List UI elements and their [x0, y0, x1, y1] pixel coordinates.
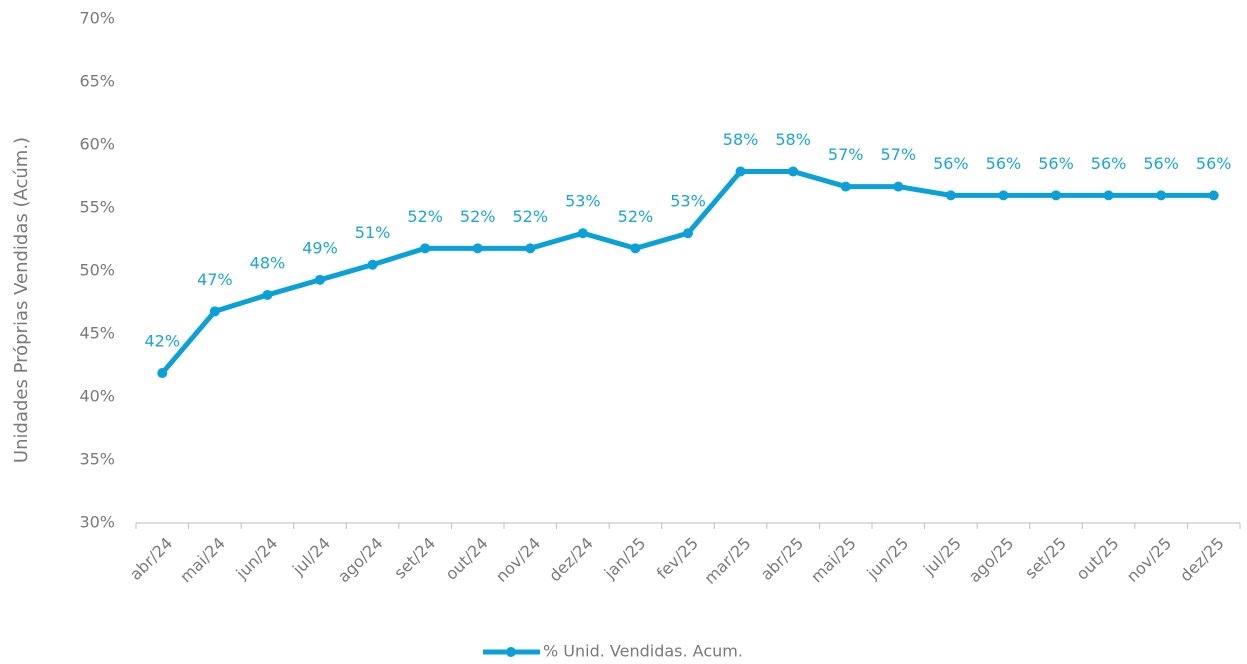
data-label: 56%	[1091, 154, 1127, 173]
data-label: 56%	[933, 154, 969, 173]
data-label: 56%	[1038, 154, 1074, 173]
y-tick-label: 60%	[79, 135, 115, 154]
x-tick-label: ago/25	[965, 534, 1018, 587]
marker	[420, 243, 431, 254]
data-label: 57%	[881, 145, 917, 164]
marker	[472, 243, 483, 254]
marker	[945, 190, 956, 201]
marker	[367, 259, 378, 270]
x-tick-label: mar/25	[700, 534, 754, 588]
x-tick-label: jun/25	[862, 534, 912, 584]
data-label: 52%	[407, 207, 443, 226]
x-tick-label: dez/24	[545, 534, 597, 586]
x-tick-label: out/25	[1072, 534, 1122, 584]
data-label: 53%	[565, 192, 601, 211]
x-tick-label: abr/24	[126, 534, 176, 584]
marker	[893, 181, 904, 192]
x-tick-label: out/24	[442, 534, 492, 584]
data-label: 58%	[723, 130, 759, 149]
y-tick-label: 45%	[79, 324, 115, 343]
x-tick-label: jun/24	[232, 534, 282, 584]
data-label: 57%	[828, 145, 864, 164]
data-label: 48%	[250, 253, 286, 272]
y-tick-label: 40%	[79, 387, 115, 406]
x-tick-label: ago/24	[334, 534, 387, 587]
x-tick-label: nov/24	[492, 534, 544, 586]
y-tick-label: 65%	[79, 72, 115, 91]
data-label: 56%	[1143, 154, 1179, 173]
x-tick-label: dez/25	[1176, 534, 1228, 586]
data-label: 47%	[197, 270, 233, 289]
marker	[1103, 190, 1114, 201]
data-label: 53%	[670, 192, 706, 211]
data-label: 52%	[460, 207, 496, 226]
y-axis-label: Unidades Próprias Vendidas (Acúm.)	[11, 137, 32, 463]
marker	[157, 368, 168, 379]
x-tick-label: abr/25	[757, 534, 807, 584]
marker	[630, 243, 641, 254]
marker	[1051, 190, 1061, 201]
x-tick-label: jul/25	[919, 534, 965, 580]
x-tick-label: mai/24	[176, 534, 229, 587]
y-tick-label: 50%	[79, 261, 115, 280]
data-label: 58%	[775, 130, 811, 149]
data-label: 56%	[1196, 154, 1232, 173]
marker	[683, 228, 693, 239]
marker	[262, 289, 273, 300]
marker	[840, 181, 851, 192]
marker	[1208, 190, 1219, 201]
marker	[525, 243, 536, 254]
x-tick-label: nov/25	[1123, 534, 1175, 586]
y-tick-label: 30%	[79, 513, 115, 532]
data-label: 49%	[302, 238, 338, 257]
y-tick-label: 55%	[79, 198, 115, 217]
x-tick-label: fev/25	[653, 534, 702, 583]
y-tick-label: 70%	[79, 9, 115, 28]
marker	[315, 274, 325, 285]
legend-marker	[506, 647, 516, 657]
marker	[998, 190, 1009, 201]
x-tick-label: set/24	[390, 534, 439, 583]
x-tick-label: set/25	[1021, 534, 1070, 583]
data-label: 52%	[618, 207, 654, 226]
data-label: 52%	[513, 207, 549, 226]
marker	[788, 166, 799, 177]
x-tick-label: mai/25	[807, 534, 860, 587]
legend-label: % Unid. Vendidas. Acum.	[543, 642, 743, 661]
data-label: 56%	[986, 154, 1022, 173]
x-tick-label: jul/24	[288, 534, 334, 580]
marker	[735, 166, 746, 177]
x-tick-label: jan/25	[600, 534, 650, 584]
y-tick-label: 35%	[79, 450, 115, 469]
data-label: 51%	[355, 223, 391, 242]
marker	[577, 228, 588, 239]
marker	[1156, 190, 1167, 201]
data-label: 42%	[145, 332, 181, 351]
marker	[209, 306, 220, 317]
